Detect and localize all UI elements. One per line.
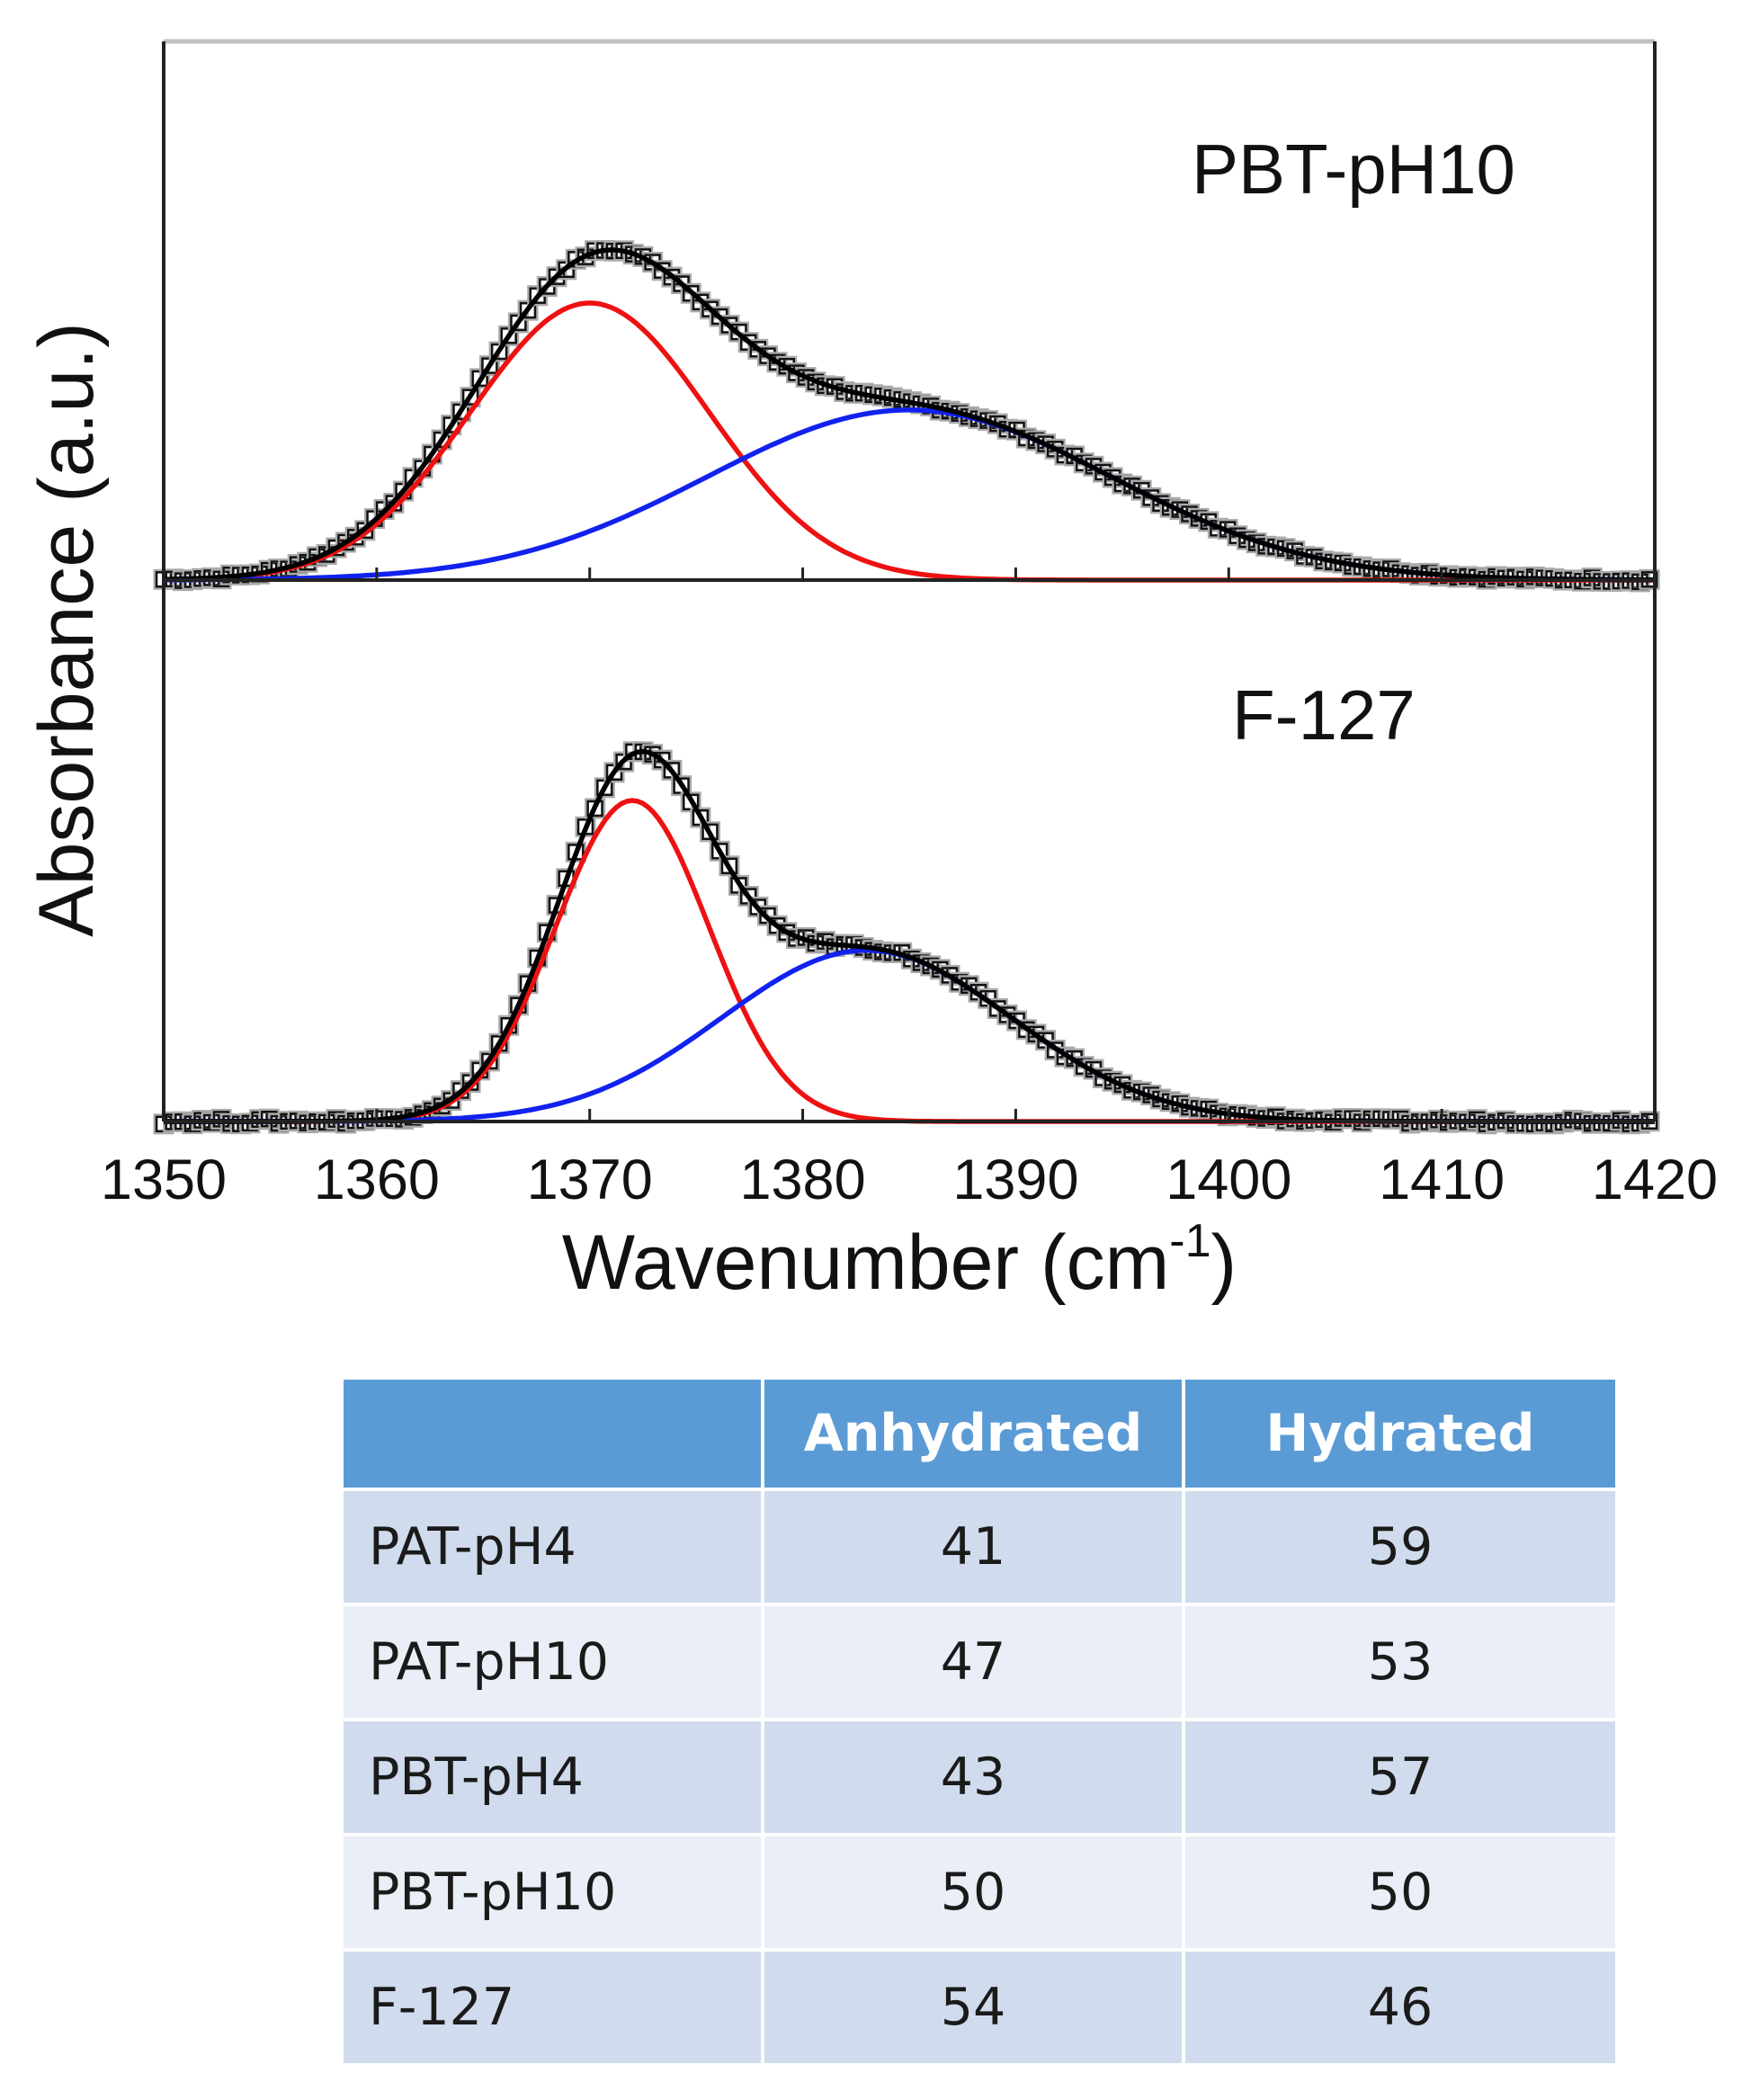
table-cell-hydrated: 46 [1184,1952,1615,2063]
table-row: PBT-pH4 43 57 [344,1721,1615,1833]
x-tick-label: 1420 [1592,1148,1718,1211]
panel-label-1: PBT-pH10 [1192,130,1515,209]
anhydrated-component-curve [163,300,1655,583]
panel-1: PBT-pH10 [153,130,1660,593]
table-row-label: F-127 [344,1952,761,2063]
x-tick-label: 1390 [952,1148,1078,1211]
table-row: PAT-pH10 47 53 [344,1606,1615,1718]
x-axis-title-main: Wavenumber (cm [562,1220,1169,1306]
table-row: F-127 54 46 [344,1952,1615,2063]
table-cell-anhydrated: 47 [764,1606,1182,1718]
table-cell-anhydrated: 43 [764,1721,1182,1833]
table-row: PAT-pH4 41 59 [344,1491,1615,1603]
table-cell-hydrated: 50 [1184,1836,1615,1948]
panel-2: F-127 [153,675,1660,1135]
total-fit-curve [164,748,1655,1124]
data-marker [720,857,738,874]
hydrated-component-curve [164,947,1655,1124]
table-row-label: PAT-pH10 [344,1606,761,1718]
composition-table: Anhydrated Hydrated PAT-pH4 41 59 PAT-pH… [340,1376,1619,2067]
table-row-label: PAT-pH4 [344,1491,761,1603]
x-axis-title-superscript: -1 [1169,1215,1211,1267]
table-cell-hydrated: 57 [1184,1721,1615,1833]
table-header-row: Anhydrated Hydrated [344,1380,1615,1488]
x-tick-label: 1370 [527,1148,653,1211]
ftir-chart: PBT-pH10 F-127 1350 1360 1370 1380 1390 1400 14… [23,39,1718,1306]
x-tick-label: 1410 [1379,1148,1505,1211]
table-cell-hydrated: 59 [1184,1491,1615,1603]
x-axis-title: Wavenumber (cm-1) [562,1215,1237,1306]
table-cell-hydrated: 53 [1184,1606,1615,1718]
x-tick-label: 1400 [1166,1148,1291,1211]
total-fit-curve [163,247,1655,583]
data-markers-2 [153,741,1660,1135]
table-header-blank [344,1380,761,1488]
table-header-anhydrated: Anhydrated [764,1380,1182,1488]
x-tick-label: 1360 [314,1148,440,1211]
table-row-label: PBT-pH4 [344,1721,761,1833]
table-header-hydrated: Hydrated [1184,1380,1615,1488]
table-row: PBT-pH10 50 50 [344,1836,1615,1948]
x-tick-label: 1350 [101,1148,227,1211]
y-axis-title: Absorbance (a.u.) [23,322,110,937]
panel-label-2: F-127 [1232,675,1416,755]
table-cell-anhydrated: 54 [764,1952,1182,2063]
table-cell-anhydrated: 41 [764,1491,1182,1603]
x-axis-title-close: ) [1211,1220,1237,1306]
x-tick-label: 1380 [739,1148,865,1211]
data-marker [461,389,479,406]
table-cell-anhydrated: 50 [764,1836,1182,1948]
data-markers-1 [153,240,1660,593]
table-row-label: PBT-pH10 [344,1836,761,1948]
